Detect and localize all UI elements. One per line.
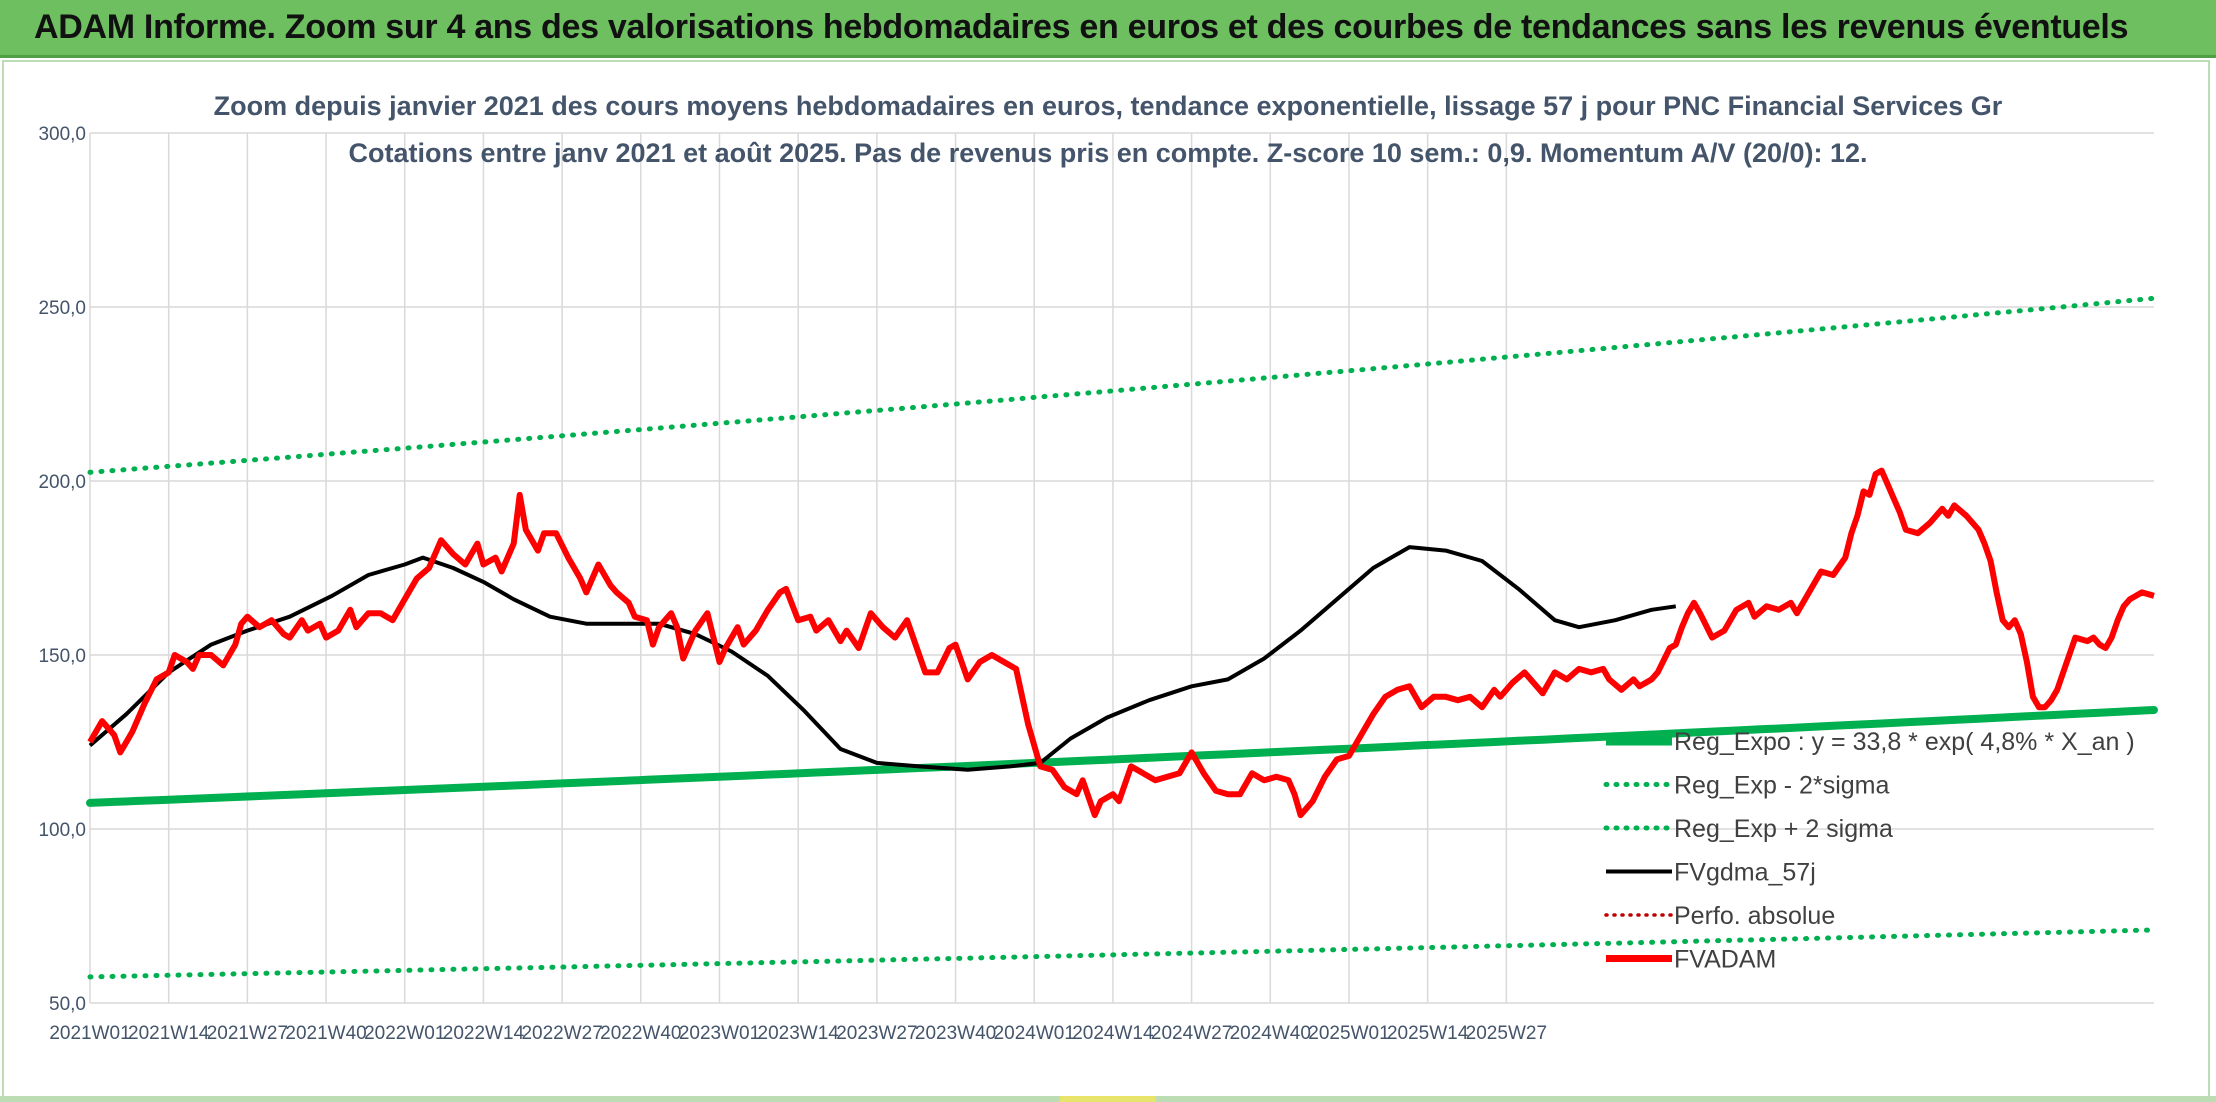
series-reg-exp-minus-2-sigma	[87, 927, 2157, 980]
legend-item: Reg_Expo : y = 33,8 * exp( 4,8% * X_an )	[1606, 728, 2135, 756]
legend-label: Reg_Exp - 2*sigma	[1674, 772, 1889, 800]
x-tick-label: 2024W14	[1072, 1023, 1154, 1044]
series-fvadam	[87, 467, 2155, 819]
y-tick-label: 50,0	[49, 994, 86, 1015]
bottom-marker	[1060, 1096, 1156, 1102]
chart-title-line-1: Zoom depuis janvier 2021 des cours moyen…	[214, 91, 2003, 121]
legend-item: FVgdma_57j	[1606, 859, 1816, 887]
x-tick-label: 2024W01	[994, 1023, 1075, 1044]
x-tick-label: 2025W14	[1387, 1023, 1469, 1044]
x-axis-tick-labels: 2021W012021W142021W272021W402022W012022W…	[49, 1023, 1547, 1044]
legend-label: FVADAM	[1674, 946, 1776, 974]
x-tick-label: 2022W14	[443, 1023, 525, 1044]
legend-label: Reg_Expo : y = 33,8 * exp( 4,8% * X_an )	[1674, 728, 2135, 756]
x-tick-label: 2024W40	[1230, 1023, 1311, 1044]
x-tick-label: 2023W40	[915, 1023, 996, 1044]
legend-item: FVADAM	[1606, 946, 1776, 974]
legend-label: FVgdma_57j	[1674, 859, 1816, 887]
x-tick-label: 2023W14	[758, 1023, 840, 1044]
legend-label: Reg_Exp + 2 sigma	[1674, 815, 1893, 843]
x-tick-label: 2023W01	[679, 1023, 760, 1044]
y-tick-label: 100,0	[38, 820, 86, 841]
x-tick-label: 2022W40	[600, 1023, 681, 1044]
x-tick-label: 2021W27	[207, 1023, 288, 1044]
x-tick-label: 2021W14	[128, 1023, 210, 1044]
series	[86, 295, 2158, 980]
x-tick-label: 2023W27	[836, 1023, 917, 1044]
series-reg-exp-plus-2-sigma	[87, 295, 2157, 475]
y-tick-label: 200,0	[38, 472, 86, 493]
series-fvgdma-57j	[88, 545, 1677, 772]
report-banner: ADAM Informe. Zoom sur 4 ans des valoris…	[0, 0, 2216, 58]
x-tick-label: 2022W27	[521, 1023, 602, 1044]
legend-item: Perfo. absolue	[1604, 902, 1835, 930]
legend: Reg_Expo : y = 33,8 * exp( 4,8% * X_an )…	[1603, 728, 2135, 974]
y-tick-label: 250,0	[38, 298, 86, 319]
x-tick-label: 2025W27	[1466, 1023, 1547, 1044]
y-tick-label: 150,0	[38, 646, 86, 667]
x-tick-label: 2025W01	[1308, 1023, 1389, 1044]
x-tick-label: 2022W01	[364, 1023, 445, 1044]
chart-title-line-2: Cotations entre janv 2021 et août 2025. …	[348, 138, 1867, 168]
series-reg-expo	[86, 706, 2158, 807]
grid	[89, 132, 2154, 1004]
legend-item: Reg_Exp - 2*sigma	[1603, 772, 1889, 800]
y-axis-tick-labels: 50,0 100,0 150,0 200,0 250,0 300,0	[38, 124, 86, 1015]
x-tick-label: 2021W01	[49, 1023, 130, 1044]
x-tick-label: 2021W40	[285, 1023, 366, 1044]
legend-label: Perfo. absolue	[1674, 902, 1835, 930]
x-tick-label: 2024W27	[1151, 1023, 1232, 1044]
y-tick-label: 300,0	[38, 124, 86, 145]
banner-title: ADAM Informe. Zoom sur 4 ans des valoris…	[34, 8, 2129, 46]
legend-item: Reg_Exp + 2 sigma	[1603, 815, 1893, 843]
